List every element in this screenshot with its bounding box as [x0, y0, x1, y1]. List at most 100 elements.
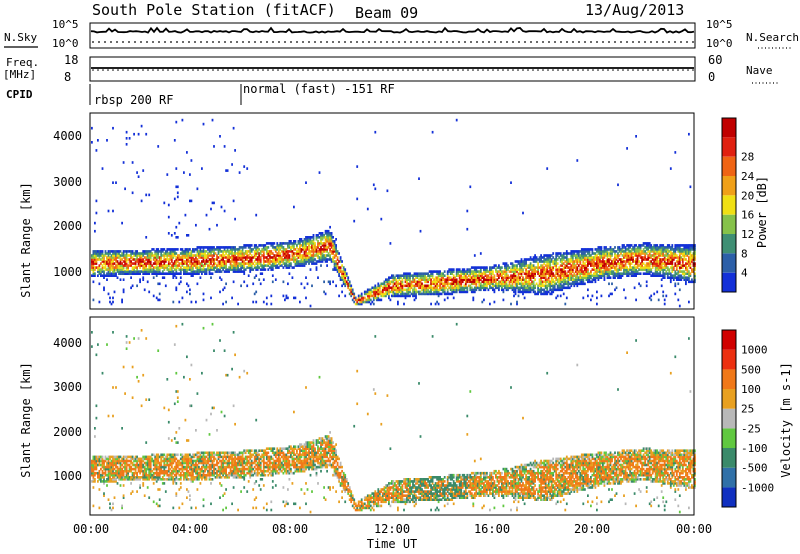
- power-cell: [339, 256, 342, 259]
- power-cell: [176, 254, 179, 257]
- power-cell: [169, 256, 172, 259]
- power-cell: [100, 274, 102, 277]
- power-cell: [143, 260, 146, 263]
- power-cell: [158, 264, 161, 267]
- power-cell: [360, 302, 363, 306]
- power-cell: [502, 278, 505, 281]
- power-cell: [133, 270, 135, 273]
- power-cell: [330, 240, 333, 243]
- power-cell: [409, 280, 411, 284]
- power-cell: [499, 282, 502, 286]
- power-cell: [443, 284, 446, 288]
- power-cell: [483, 270, 485, 273]
- power-cell: [297, 256, 300, 259]
- cpid-label: CPID: [6, 88, 33, 101]
- power-cell: [303, 264, 306, 267]
- power-cell: [323, 234, 325, 237]
- power-cell: [94, 229, 96, 233]
- power-cell: [252, 300, 255, 304]
- power-cell: [409, 288, 411, 292]
- power-cell: [493, 290, 496, 294]
- power-cell: [513, 288, 515, 292]
- power-cell: [458, 268, 461, 271]
- power-cell: [169, 270, 172, 273]
- power-cell: [297, 250, 300, 253]
- power-cell: [169, 250, 172, 253]
- power-cell: [256, 248, 259, 251]
- power-cell: [513, 276, 515, 279]
- power-cell: [231, 250, 233, 253]
- power-cell: [353, 294, 356, 298]
- power-cell: [219, 246, 221, 249]
- power-cell: [543, 284, 546, 288]
- nsearch-dot: [512, 41, 514, 43]
- power-cell: [223, 209, 226, 213]
- power-cell: [437, 274, 440, 277]
- power-cell: [320, 242, 322, 245]
- power-cell: [195, 248, 197, 251]
- power-cell: [130, 254, 132, 257]
- power-colorbar-swatch: [722, 214, 736, 234]
- power-cell: [311, 244, 313, 247]
- power-cell: [186, 256, 188, 259]
- power-cell: [219, 250, 221, 253]
- power-cell: [253, 292, 256, 296]
- power-cell: [282, 252, 285, 255]
- power-cell: [241, 266, 244, 269]
- power-cell: [455, 286, 458, 290]
- velocity-cell: [94, 478, 96, 481]
- power-cell: [201, 256, 203, 259]
- power-cell: [240, 250, 242, 253]
- power-cell: [121, 252, 123, 255]
- power-cell: [446, 296, 449, 300]
- power-cell: [305, 236, 307, 239]
- power-cell: [535, 256, 538, 259]
- power-cell: [175, 248, 178, 251]
- nave-dot: [632, 69, 634, 71]
- power-cell: [219, 268, 221, 271]
- power-cell: [178, 282, 181, 286]
- power-cell: [237, 258, 239, 261]
- power-cell: [160, 252, 163, 255]
- power-cell: [309, 256, 312, 259]
- power-cell: [277, 254, 280, 257]
- power-cell: [464, 286, 467, 290]
- power-cell: [249, 270, 252, 273]
- power-cell: [179, 248, 182, 251]
- power-cell: [113, 270, 116, 273]
- power-cell: [431, 282, 434, 286]
- power-cell: [291, 258, 294, 261]
- power-cell: [535, 258, 538, 261]
- power-cell: [172, 252, 175, 255]
- power-cell: [258, 248, 261, 251]
- power-cell: [192, 264, 194, 267]
- power-cell: [109, 260, 111, 263]
- nave-dot: [117, 69, 119, 71]
- power-cell: [425, 272, 428, 275]
- power-cell: [154, 250, 157, 253]
- power-cell: [237, 264, 239, 267]
- power-cell: [116, 264, 119, 267]
- power-cell: [507, 266, 509, 269]
- power-cell: [430, 274, 432, 277]
- power-cell: [338, 252, 340, 255]
- power-cell: [470, 280, 473, 284]
- power-cell: [532, 276, 535, 279]
- power-cell: [253, 246, 256, 249]
- nave-dot: [127, 69, 129, 71]
- power-cell: [413, 290, 416, 294]
- power-cell: [217, 252, 220, 255]
- power-cell: [511, 264, 514, 267]
- power-cell: [363, 296, 366, 300]
- power-cell: [442, 272, 444, 275]
- power-cell: [504, 276, 506, 279]
- power-cell: [398, 288, 401, 292]
- power-cell: [347, 276, 350, 279]
- power-cell: [412, 290, 414, 294]
- nave-dot: [327, 69, 329, 71]
- power-cell: [214, 248, 217, 251]
- power-cell: [490, 274, 493, 277]
- power-cell: [178, 256, 181, 259]
- power-cell: [176, 264, 179, 267]
- power-cell: [437, 270, 440, 273]
